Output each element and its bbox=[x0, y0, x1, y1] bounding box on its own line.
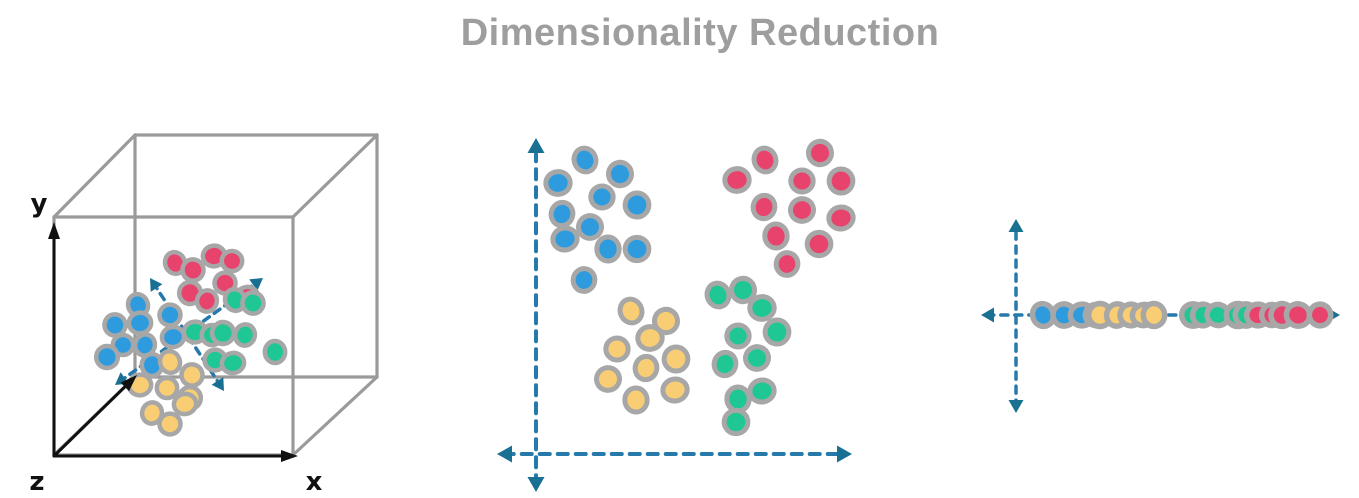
data-point bbox=[804, 229, 834, 259]
data-point bbox=[179, 362, 205, 388]
data-point bbox=[773, 250, 801, 278]
data-point bbox=[157, 302, 183, 328]
data-point bbox=[1306, 301, 1334, 329]
data-point bbox=[588, 183, 616, 211]
data-point bbox=[543, 169, 573, 197]
arrowhead bbox=[527, 138, 545, 153]
arrowhead bbox=[249, 278, 263, 291]
arrowhead bbox=[281, 450, 298, 462]
arrowhead bbox=[837, 445, 852, 463]
data-point bbox=[594, 365, 622, 393]
data-point bbox=[1140, 300, 1168, 330]
data-point bbox=[724, 384, 752, 414]
arrowhead bbox=[497, 445, 512, 463]
data-point bbox=[724, 322, 752, 350]
arrowhead bbox=[120, 375, 137, 392]
axis-label-z: z bbox=[29, 467, 44, 497]
data-point bbox=[194, 288, 220, 314]
data-point bbox=[722, 166, 752, 194]
arrowhead bbox=[1008, 219, 1024, 232]
data-point bbox=[651, 306, 681, 336]
data-point bbox=[632, 353, 660, 383]
arrowhead bbox=[48, 222, 60, 239]
data-point bbox=[711, 349, 739, 379]
data-point bbox=[743, 344, 771, 372]
data-point bbox=[219, 248, 245, 274]
data-point bbox=[171, 391, 199, 417]
data-point bbox=[209, 319, 237, 347]
data-point bbox=[571, 145, 599, 175]
data-point bbox=[826, 166, 856, 196]
data-point bbox=[661, 344, 691, 374]
data-point bbox=[635, 324, 665, 352]
data-point bbox=[751, 145, 779, 175]
cube-axes: y z x bbox=[29, 189, 322, 497]
axis-label-x: x bbox=[306, 467, 323, 497]
data-point bbox=[728, 275, 758, 305]
data-point bbox=[162, 249, 188, 277]
data-point bbox=[826, 204, 856, 232]
data-point bbox=[747, 294, 777, 322]
arrowhead bbox=[150, 278, 163, 292]
data-point bbox=[594, 234, 622, 264]
arrowhead bbox=[981, 307, 994, 323]
data-point bbox=[126, 310, 154, 336]
data-point bbox=[550, 225, 580, 253]
dashed-axes-2d bbox=[497, 138, 852, 492]
data-point bbox=[622, 234, 652, 264]
data-point bbox=[750, 192, 778, 222]
data-point bbox=[232, 322, 258, 348]
data-point bbox=[622, 385, 650, 415]
arrowhead bbox=[1008, 400, 1024, 413]
data-point bbox=[219, 350, 247, 376]
axis-label-y: y bbox=[31, 189, 48, 219]
data-point bbox=[132, 332, 158, 358]
data-point bbox=[548, 199, 576, 229]
data-point bbox=[157, 411, 183, 437]
data-point bbox=[762, 221, 790, 251]
scatter-data-points bbox=[543, 138, 856, 437]
cube-data-points bbox=[93, 243, 288, 437]
data-point bbox=[660, 376, 690, 404]
arrowhead bbox=[527, 477, 545, 492]
data-point bbox=[805, 138, 835, 168]
data-point bbox=[159, 324, 187, 350]
3d-feature-space-cube: y z x bbox=[29, 133, 379, 497]
data-point bbox=[93, 343, 121, 371]
page-title: Dimensionality Reduction bbox=[460, 12, 940, 54]
line-data-points bbox=[1029, 300, 1334, 330]
data-point bbox=[576, 213, 604, 241]
data-point bbox=[788, 196, 816, 224]
data-point bbox=[605, 159, 635, 189]
data-point bbox=[157, 348, 183, 376]
data-point bbox=[721, 407, 751, 437]
data-point bbox=[747, 377, 777, 405]
data-point bbox=[603, 335, 631, 363]
data-point bbox=[240, 290, 266, 316]
data-point bbox=[570, 266, 598, 294]
data-point bbox=[788, 167, 816, 195]
data-point bbox=[262, 338, 288, 366]
data-point bbox=[704, 280, 732, 310]
data-point bbox=[154, 375, 180, 401]
data-point bbox=[622, 190, 652, 220]
data-point bbox=[180, 257, 206, 283]
2d-projection-scatter bbox=[497, 138, 856, 492]
1d-projection-line bbox=[981, 219, 1340, 413]
arrowhead bbox=[211, 377, 224, 391]
data-point bbox=[617, 296, 645, 326]
data-point bbox=[762, 317, 792, 347]
